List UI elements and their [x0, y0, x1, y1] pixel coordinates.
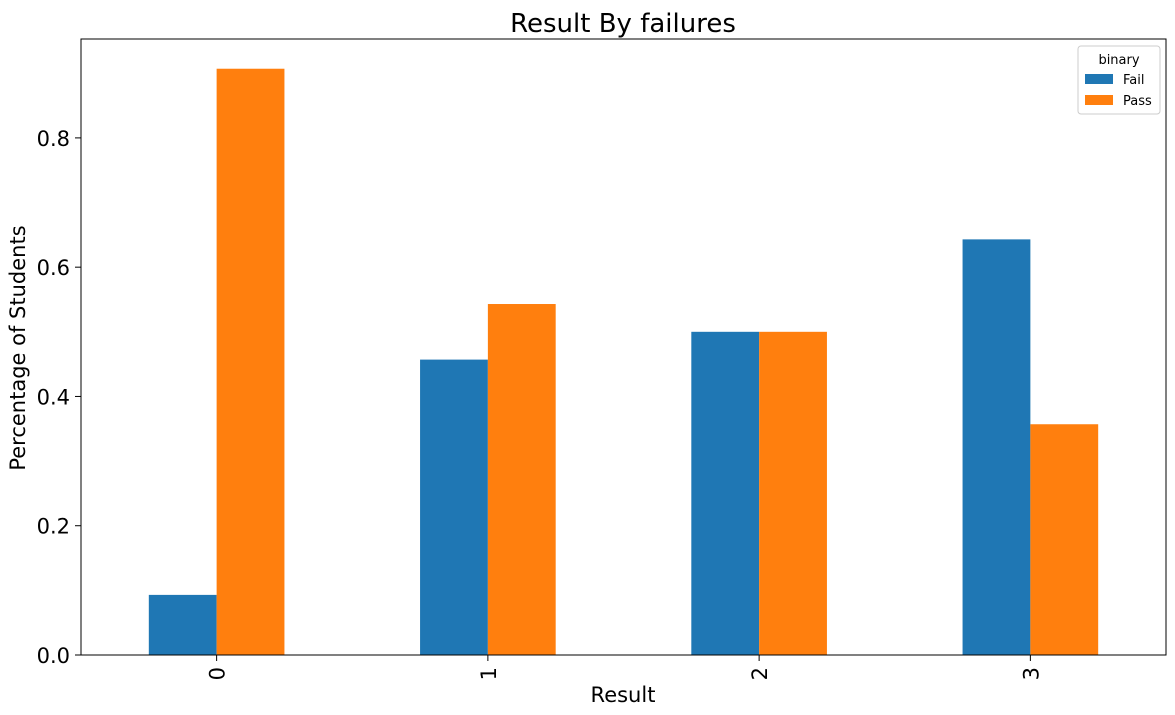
bar-fail-3	[962, 239, 1031, 656]
y-tick-label: 0.6	[37, 256, 70, 280]
bar-fail-1	[420, 359, 488, 655]
x-tick-label: 2	[748, 667, 772, 680]
y-tick-label: 0.8	[37, 127, 70, 151]
legend-swatch-pass	[1085, 95, 1113, 105]
y-tick-label: 0.0	[37, 644, 70, 668]
bar-pass-2	[759, 331, 827, 655]
y-axis-label: Percentage of Students	[6, 225, 30, 470]
x-tick-label: 0	[206, 667, 230, 680]
bar-pass-0	[216, 68, 285, 656]
chart-title: Result By failures	[510, 9, 736, 39]
y-tick-label: 0.4	[37, 385, 70, 409]
bar-pass-1	[487, 304, 556, 655]
bar-fail-0	[148, 594, 217, 655]
x-tick-label: 3	[1019, 667, 1043, 680]
bar-pass-3	[1030, 424, 1099, 655]
legend: binary Fail Pass	[1077, 45, 1161, 115]
legend-swatch-fail	[1085, 74, 1113, 84]
legend-label-pass: Pass	[1123, 94, 1152, 109]
plot-area: 0.0 0.2 0.4 0.6 0.8 0 1 2 3	[37, 38, 1167, 680]
y-tick-label: 0.2	[37, 515, 70, 539]
bar-fail-2	[691, 331, 760, 655]
axes-frame	[80, 38, 1167, 656]
x-tick-label: 1	[477, 667, 501, 680]
legend-label-fail: Fail	[1123, 73, 1144, 88]
x-axis-label: Result	[591, 683, 656, 707]
legend-title: binary	[1098, 53, 1139, 68]
